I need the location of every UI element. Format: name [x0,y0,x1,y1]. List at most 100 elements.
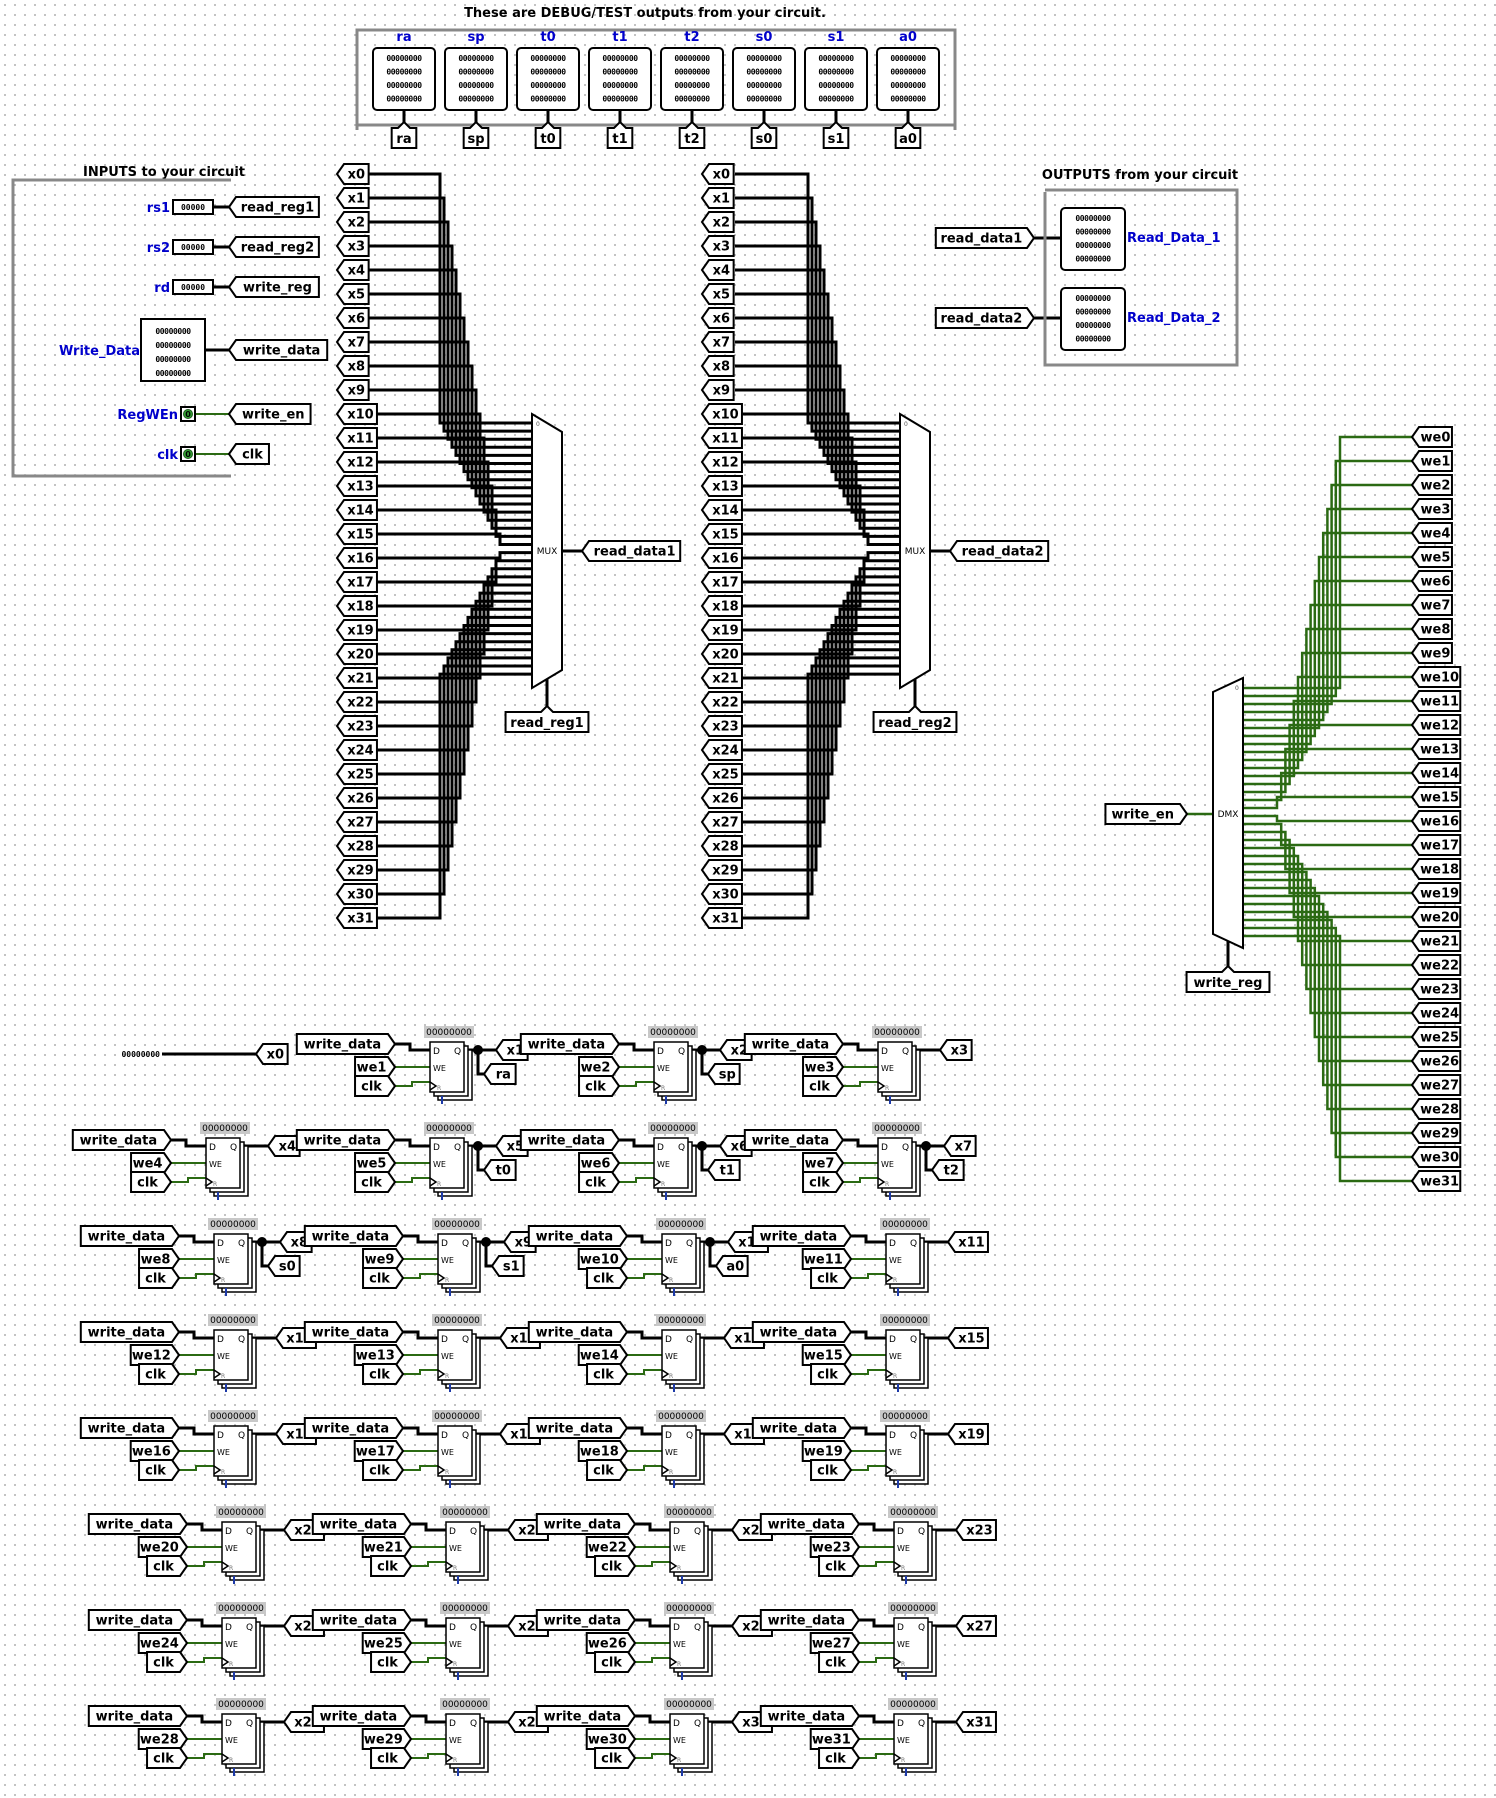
debug-tunnel-s1-label: s1 [828,132,845,147]
mux1-input-x16: x16 [335,547,378,569]
reg-x8-enable-tunnel: we8 [138,1248,181,1270]
wire [735,172,900,425]
svg-text:D: D [209,1143,216,1153]
input-label-rs2: rs2 [147,241,170,256]
reg-output-x31-label: x31 [966,1716,992,1731]
svg-text:00000000: 00000000 [602,54,638,63]
svg-text:00000000: 00000000 [218,1508,264,1518]
demux-output-we13: we13 [1410,738,1462,760]
mux2-input-x25: x25 [700,763,743,785]
debug-tunnel-ra-label: ra [396,132,411,147]
svg-text:Q: Q [902,1143,909,1153]
reg-alias-ra: ra [482,1063,517,1085]
wire [411,1657,446,1663]
reg-output-x27-label: x27 [966,1620,992,1635]
debug-tunnel-s0: s0 [750,120,778,149]
reg-x9-enable-tunnel-label: we9 [365,1253,395,1268]
svg-text:WE: WE [441,1352,454,1361]
svg-text:00000000: 00000000 [442,1604,488,1614]
svg-text:D: D [881,1047,888,1057]
reg-x18-data-tunnel: write_data [527,1417,629,1439]
svg-text:R: R [445,1469,449,1476]
debug-tunnel-sp-label: sp [467,132,484,147]
enable-wire [1243,627,1412,754]
demux-output-we11-label: we11 [1420,695,1459,710]
reg-x16-enable-tunnel-label: we16 [132,1445,171,1460]
svg-text:WE: WE [225,1544,238,1553]
reg-x29-clk-tunnel: clk [370,1747,413,1769]
reg-output-x2-label: x2 [731,1044,748,1059]
demux-output-we12-label: we12 [1420,719,1459,734]
reg-x25-clk-tunnel-label: clk [377,1656,398,1671]
reg-x20-data-tunnel: write_data [87,1513,189,1535]
svg-text:Q: Q [694,1623,701,1633]
mux2-input-x23-label: x23 [712,720,738,735]
wire-junction [473,1141,483,1151]
mux2-input-x6: x6 [700,307,735,329]
svg-text:D: D [433,1047,440,1057]
debug-probe-t0: 00000000 00000000 00000000 00000000 [516,47,580,111]
reg-x3-clk-tunnel-label: clk [809,1080,830,1095]
demux-output-we19-label: we19 [1420,887,1459,902]
demux-output-we20: we20 [1410,906,1462,928]
reg-output-x6-label: x6 [731,1140,748,1155]
wire [366,672,532,920]
reg-output-x23: x23 [954,1519,997,1541]
reg-x24-enable-tunnel-label: we24 [140,1637,179,1652]
wire [843,1177,878,1183]
wire [735,624,900,776]
wire [627,1465,662,1471]
input-pin-write-data[interactable]: 00000000 00000000 00000000 00000000 [140,318,206,382]
mux1-input-x15-label: x15 [347,528,373,543]
mux1-input-x2: x2 [335,211,370,233]
wire [366,364,532,490]
register-x28: 00000000 D Q WE R [216,1698,266,1776]
svg-text:00000000: 00000000 [530,95,566,104]
mux1-input-x6: x6 [335,307,370,329]
mux2-input-x16: x16 [700,547,743,569]
demux-output-we9: we9 [1410,642,1453,664]
wire [619,1138,654,1148]
reg-x25-clk-tunnel: clk [370,1651,413,1673]
mux2-input-x7: x7 [700,331,735,353]
mux1-input-x24: x24 [335,739,378,761]
mux2-input-x2: x2 [700,211,735,233]
register-x24: 00000000 D Q WE R [216,1602,266,1680]
wire [627,1330,662,1340]
wire-junction [697,1141,707,1151]
register-x6: 00000000 D Q WE R [648,1122,698,1200]
reg-output-x5: x5 [494,1135,529,1157]
input-pin-rs1[interactable]: 00000 [172,199,214,215]
reg-x5-data-tunnel-label: write_data [304,1134,381,1149]
reg-x19-data-tunnel-label: write_data [760,1422,837,1437]
enable-wire [1243,902,1412,1087]
reg-alias-s0: s0 [266,1255,301,1277]
input-pin-RegWEn[interactable]: 0 [180,406,196,422]
input-pin-rs2[interactable]: 00000 [172,239,214,255]
reg-alias-t0: t0 [482,1159,517,1181]
input-pin-rd[interactable]: 00000 [172,279,214,295]
wire [366,340,532,482]
wire [735,559,900,584]
wire [735,268,900,457]
svg-text:WE: WE [657,1064,670,1073]
svg-text:Q: Q [246,1623,253,1633]
input-pin-clk[interactable]: 0 [180,446,196,462]
mux1-input-x20: x20 [335,643,378,665]
wire [735,640,900,824]
reg-x11-clk-tunnel-label: clk [817,1272,838,1287]
mux1-input-x10-label: x10 [347,408,373,423]
svg-text:Q: Q [238,1431,245,1441]
reg-x5-data-tunnel: write_data [295,1129,397,1151]
wire [735,551,900,560]
output-tunnel-read_data1-label: read_data1 [940,232,1022,247]
svg-text:00000000: 00000000 [1075,294,1111,303]
mux2-input-x18-label: x18 [712,600,738,615]
svg-text:D: D [217,1335,224,1345]
mux1-input-x31-label: x31 [347,912,373,927]
reg-x23-clk-tunnel: clk [818,1555,861,1577]
reg-x5-enable-tunnel-label: we5 [357,1157,387,1172]
mux1-input-x31: x31 [335,907,378,929]
svg-text:00000000: 00000000 [818,81,854,90]
svg-text:00000000: 00000000 [818,54,854,63]
